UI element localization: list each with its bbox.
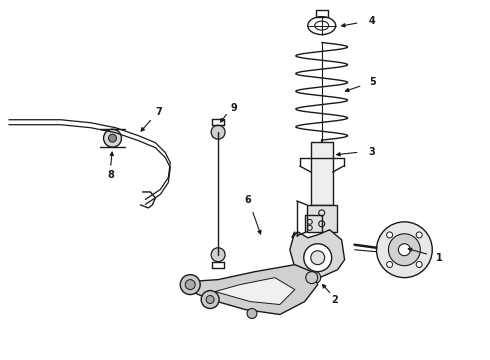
Text: 4: 4 [368,15,375,26]
Text: 8: 8 [107,170,114,180]
Circle shape [309,272,321,284]
Circle shape [387,232,392,238]
Circle shape [398,244,410,256]
Circle shape [201,291,219,309]
Circle shape [416,261,422,267]
Circle shape [247,309,257,319]
Circle shape [180,275,200,294]
Circle shape [211,248,225,262]
Polygon shape [215,278,295,305]
Circle shape [103,129,122,147]
Circle shape [389,234,420,266]
Text: 1: 1 [436,253,442,263]
Text: 6: 6 [245,195,251,205]
Circle shape [304,244,332,272]
Circle shape [108,134,117,142]
Text: 5: 5 [369,77,376,87]
FancyBboxPatch shape [311,142,333,205]
Polygon shape [290,230,344,282]
Text: 9: 9 [231,103,238,113]
Circle shape [387,261,392,267]
Circle shape [211,125,225,139]
Circle shape [311,251,325,265]
Circle shape [185,280,195,289]
Circle shape [206,296,214,303]
Polygon shape [182,265,318,315]
Circle shape [376,222,432,278]
FancyBboxPatch shape [307,205,337,232]
Circle shape [416,232,422,238]
Text: 3: 3 [368,147,375,157]
Text: 2: 2 [331,294,338,305]
Circle shape [306,272,318,284]
Text: 7: 7 [155,107,162,117]
